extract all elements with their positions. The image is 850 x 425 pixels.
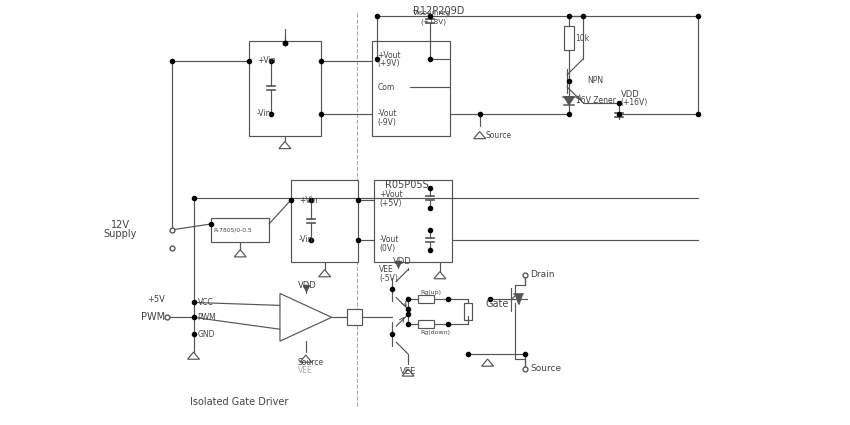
Text: Drain: Drain (530, 270, 555, 279)
Text: Gate: Gate (485, 299, 509, 309)
Bar (291, 180, 359, 262)
Text: VDD: VDD (620, 90, 639, 99)
Text: R05P05S: R05P05S (385, 180, 429, 190)
Bar (418, 295, 434, 303)
Text: NPN: NPN (587, 76, 603, 85)
Text: VDD: VDD (298, 281, 316, 290)
Text: Supply: Supply (104, 229, 137, 239)
Text: Source: Source (530, 365, 562, 374)
Text: -Vin: -Vin (257, 109, 272, 118)
Text: R12P209D: R12P209D (413, 6, 464, 16)
Text: Isolated Gate Driver: Isolated Gate Driver (190, 397, 288, 407)
Text: +Vin: +Vin (299, 196, 317, 204)
Text: +Vin: +Vin (257, 57, 275, 65)
Polygon shape (564, 97, 574, 105)
Text: +Vout: +Vout (377, 51, 401, 60)
Text: PWM: PWM (197, 313, 216, 322)
Text: 12V: 12V (110, 220, 129, 230)
Text: Viso,unreg: Viso,unreg (413, 10, 451, 16)
Text: VCC: VCC (197, 298, 213, 307)
Text: GND: GND (197, 330, 215, 339)
Text: (+18V): (+18V) (420, 18, 446, 25)
Text: Rg(up): Rg(up) (420, 290, 441, 295)
Text: VDD: VDD (394, 257, 412, 266)
Bar (212, 218, 269, 242)
Polygon shape (515, 295, 523, 304)
Text: (-9V): (-9V) (377, 118, 396, 127)
Text: 10k: 10k (575, 34, 589, 43)
Bar (464, 303, 472, 320)
Text: -Vin: -Vin (299, 235, 314, 244)
Text: -Vout: -Vout (379, 235, 399, 244)
Bar (372, 41, 450, 136)
Bar (564, 26, 574, 50)
Text: (+16V): (+16V) (620, 98, 648, 107)
Text: VEE: VEE (400, 368, 416, 377)
Bar (249, 41, 320, 136)
Text: +5V: +5V (147, 295, 165, 304)
Text: -Vout: -Vout (377, 109, 397, 118)
Text: (-5V): (-5V) (379, 274, 398, 283)
Text: (+9V): (+9V) (377, 60, 399, 68)
Text: Source: Source (298, 357, 324, 366)
Bar (374, 180, 452, 262)
Text: Rg(down): Rg(down) (420, 330, 450, 335)
Text: +Vout: +Vout (379, 190, 403, 198)
Text: Source: Source (485, 131, 512, 140)
Text: VEE: VEE (298, 366, 313, 375)
Bar (418, 320, 434, 328)
Text: Com: Com (377, 83, 394, 92)
Text: PWM: PWM (140, 312, 165, 322)
Text: (+5V): (+5V) (379, 198, 402, 207)
Text: VEE: VEE (379, 265, 394, 274)
Text: (0V): (0V) (379, 244, 395, 253)
Bar (347, 309, 362, 325)
Text: R-7805/0-0.5: R-7805/0-0.5 (213, 227, 252, 232)
Text: 16V Zener: 16V Zener (576, 96, 616, 105)
